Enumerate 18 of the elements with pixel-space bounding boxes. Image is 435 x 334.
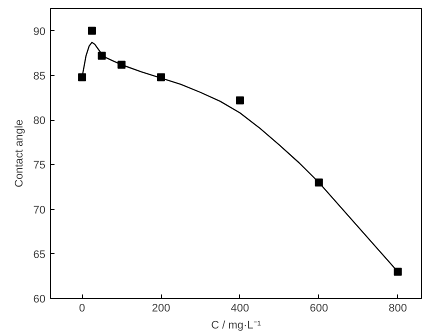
y-tick-label: 65: [33, 248, 46, 261]
x-tick-label: 400: [230, 302, 250, 314]
y-tick-label: 70: [33, 204, 46, 216]
x-tick-label: 0: [79, 302, 86, 314]
x-axis-title: C / mg·L⁻¹: [211, 320, 262, 332]
y-tick-label: 60: [33, 294, 46, 306]
y-tick-label: 80: [33, 115, 46, 128]
y-tick-label: 85: [33, 70, 46, 82]
x-tick-label: 200: [152, 302, 170, 314]
point: [88, 26, 96, 35]
y-axis-title: Contact angle: [13, 120, 26, 188]
y-tick-label: 90: [33, 26, 46, 38]
y-tick-label: 75: [33, 160, 46, 172]
x-tick-label: 800: [388, 302, 407, 314]
point: [236, 96, 244, 104]
point: [394, 268, 402, 276]
x-tick-label: 600: [310, 302, 328, 314]
point: [78, 73, 86, 82]
